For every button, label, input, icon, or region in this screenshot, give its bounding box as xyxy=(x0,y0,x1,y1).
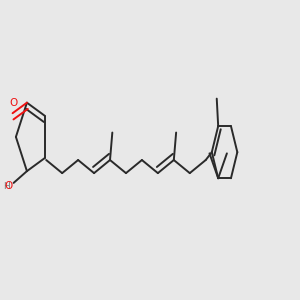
Text: O: O xyxy=(5,181,13,191)
Text: O: O xyxy=(9,98,17,108)
Text: H: H xyxy=(3,182,10,191)
